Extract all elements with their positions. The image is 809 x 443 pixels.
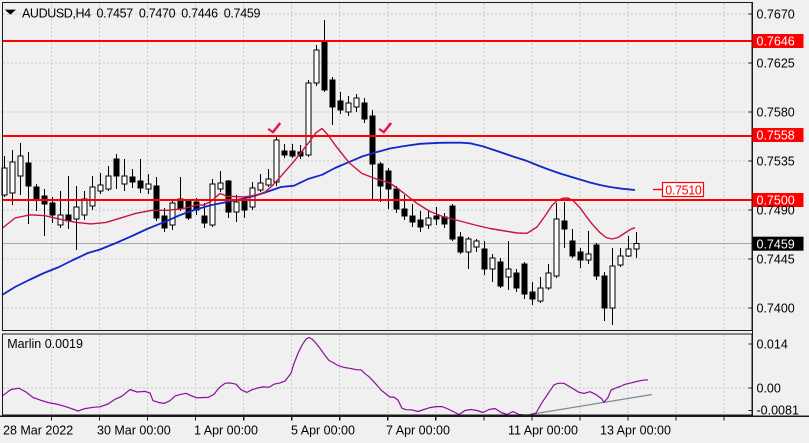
svg-text:7 Apr 00:00: 7 Apr 00:00 bbox=[386, 423, 450, 437]
svg-text:0.7445: 0.7445 bbox=[757, 253, 795, 267]
svg-text:0.014: 0.014 bbox=[757, 338, 788, 352]
svg-text:1 Apr 00:00: 1 Apr 00:00 bbox=[194, 423, 258, 437]
svg-text:0.7535: 0.7535 bbox=[757, 155, 795, 169]
svg-text:AUDUSD,H4: AUDUSD,H4 bbox=[22, 6, 91, 20]
svg-text:0.7580: 0.7580 bbox=[757, 106, 795, 120]
svg-text:11 Apr 00:00: 11 Apr 00:00 bbox=[508, 423, 578, 437]
svg-text:0.7646: 0.7646 bbox=[757, 35, 795, 49]
svg-text:0.7457 0.7470 0.7446 0.7459: 0.7457 0.7470 0.7446 0.7459 bbox=[97, 6, 261, 20]
svg-text:0.7670: 0.7670 bbox=[757, 8, 795, 22]
svg-text:0.7510: 0.7510 bbox=[665, 183, 702, 197]
svg-text:13 Apr 00:00: 13 Apr 00:00 bbox=[600, 423, 671, 437]
svg-text:0.7459: 0.7459 bbox=[757, 237, 795, 251]
svg-text:30 Mar 00:00: 30 Mar 00:00 bbox=[97, 423, 171, 437]
svg-text:0.00: 0.00 bbox=[757, 382, 781, 396]
svg-text:5 Apr 00:00: 5 Apr 00:00 bbox=[291, 423, 355, 437]
svg-text:0.7400: 0.7400 bbox=[757, 302, 795, 316]
svg-text:28 Mar 2022: 28 Mar 2022 bbox=[3, 423, 73, 437]
svg-text:-0.0081: -0.0081 bbox=[757, 403, 799, 417]
svg-text:0.7490: 0.7490 bbox=[757, 204, 795, 218]
svg-text:0.7558: 0.7558 bbox=[757, 129, 795, 143]
svg-text:0.7500: 0.7500 bbox=[757, 194, 795, 208]
svg-text:Marlin 0.0019: Marlin 0.0019 bbox=[7, 337, 83, 351]
svg-text:0.7625: 0.7625 bbox=[757, 57, 795, 71]
